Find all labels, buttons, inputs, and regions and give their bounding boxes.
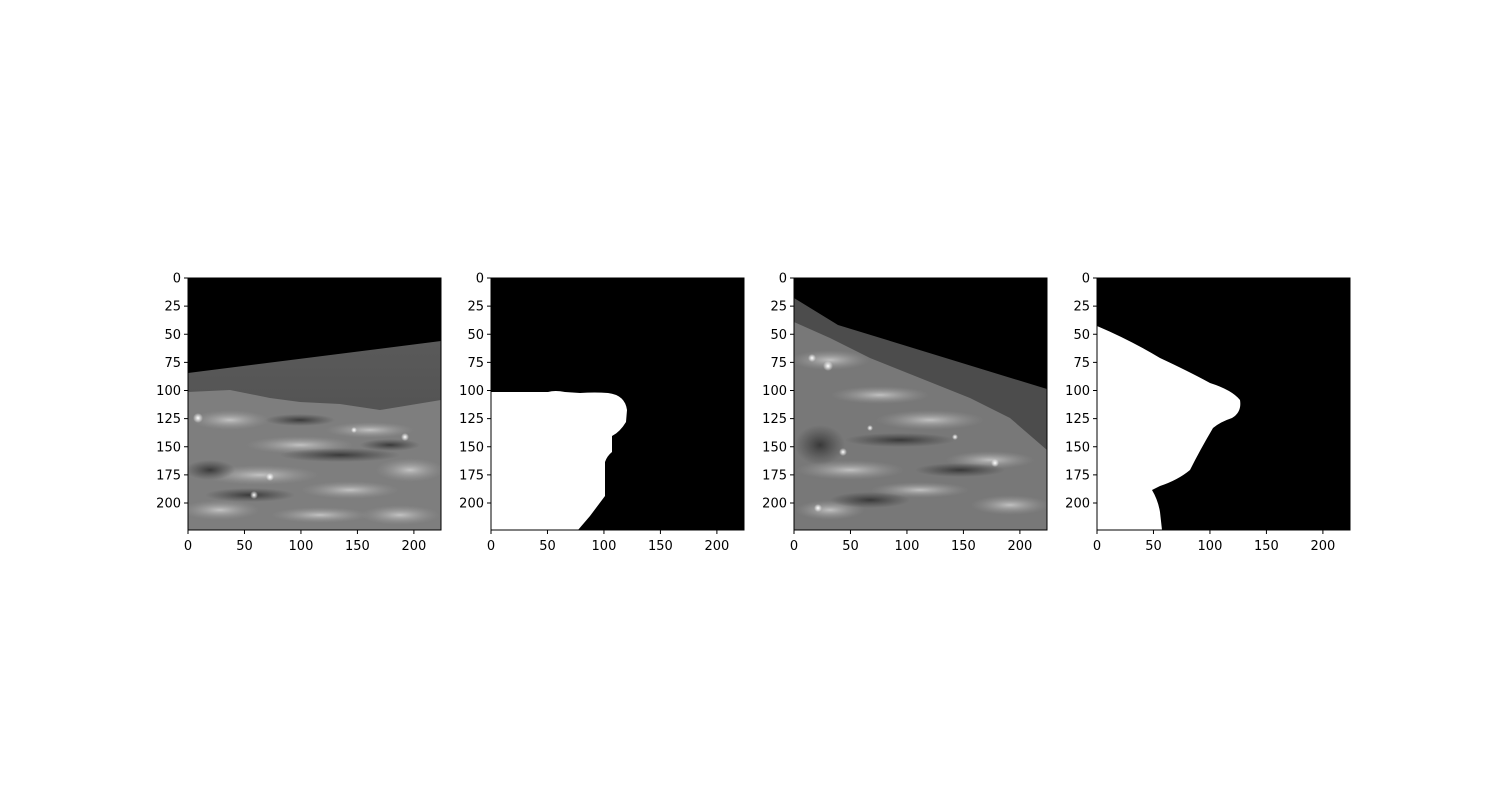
y-tick-label: 50: [770, 328, 787, 343]
y-tick-label: 175: [156, 468, 181, 483]
y-tick-label: 0: [173, 272, 181, 287]
y-tick-label: 150: [156, 440, 181, 455]
y-tick-label: 0: [1082, 272, 1090, 287]
y-tick-label: 100: [459, 384, 484, 399]
x-tick-label: 0: [1093, 539, 1101, 554]
y-tick-label: 75: [770, 356, 787, 371]
ultrasound-image-panel-1: [187, 277, 442, 531]
y-tick-label: 100: [156, 384, 181, 399]
x-tick-label: 100: [895, 539, 920, 554]
x-tick-label: 200: [401, 539, 426, 554]
x-tick-label: 150: [648, 539, 673, 554]
x-tick-label: 50: [236, 539, 253, 554]
y-tick-label: 50: [467, 328, 484, 343]
mask-panel-1: [490, 277, 745, 531]
y-tick-label: 125: [1065, 412, 1090, 427]
y-tick-label: 25: [164, 300, 181, 315]
y-tick-label: 200: [1065, 497, 1090, 512]
x-tick-label: 100: [592, 539, 617, 554]
y-tick-label: 50: [1073, 328, 1090, 343]
y-tick-label: 25: [467, 300, 484, 315]
y-tick-label: 75: [164, 356, 181, 371]
y-tick-label: 25: [770, 300, 787, 315]
mask-panel-2: [1096, 277, 1351, 531]
y-tick-label: 0: [476, 272, 484, 287]
y-tick-label: 100: [1065, 384, 1090, 399]
y-tick-label: 75: [1073, 356, 1090, 371]
x-tick-label: 150: [345, 539, 370, 554]
x-tick-label: 200: [1310, 539, 1335, 554]
y-tick-label: 150: [459, 440, 484, 455]
x-tick-label: 50: [1145, 539, 1162, 554]
y-tick-label: 100: [762, 384, 787, 399]
x-tick-label: 200: [704, 539, 729, 554]
x-tick-label: 0: [184, 539, 192, 554]
x-tick-label: 50: [539, 539, 556, 554]
x-tick-label: 0: [790, 539, 798, 554]
y-tick-label: 200: [762, 497, 787, 512]
x-tick-label: 150: [951, 539, 976, 554]
y-tick-label: 75: [467, 356, 484, 371]
y-tick-label: 125: [156, 412, 181, 427]
ultrasound-image-panel-2: [793, 277, 1048, 531]
y-tick-label: 50: [164, 328, 181, 343]
y-tick-label: 175: [1065, 468, 1090, 483]
y-tick-label: 200: [156, 497, 181, 512]
y-tick-label: 125: [459, 412, 484, 427]
x-tick-label: 50: [842, 539, 859, 554]
x-tick-label: 0: [487, 539, 495, 554]
y-tick-label: 25: [1073, 300, 1090, 315]
y-tick-label: 125: [762, 412, 787, 427]
y-tick-label: 175: [762, 468, 787, 483]
x-tick-label: 150: [1254, 539, 1279, 554]
x-tick-label: 200: [1007, 539, 1032, 554]
axes-layer: 0 50 100 150 200 0 25 50 75 100 125 150 175 200 0 50 100…: [156, 272, 1335, 555]
y-tick-label: 200: [459, 497, 484, 512]
x-tick-label: 100: [1198, 539, 1223, 554]
y-tick-label: 150: [1065, 440, 1090, 455]
x-tick-label: 100: [289, 539, 314, 554]
y-tick-label: 150: [762, 440, 787, 455]
y-tick-label: 175: [459, 468, 484, 483]
y-tick-label: 0: [779, 272, 787, 287]
